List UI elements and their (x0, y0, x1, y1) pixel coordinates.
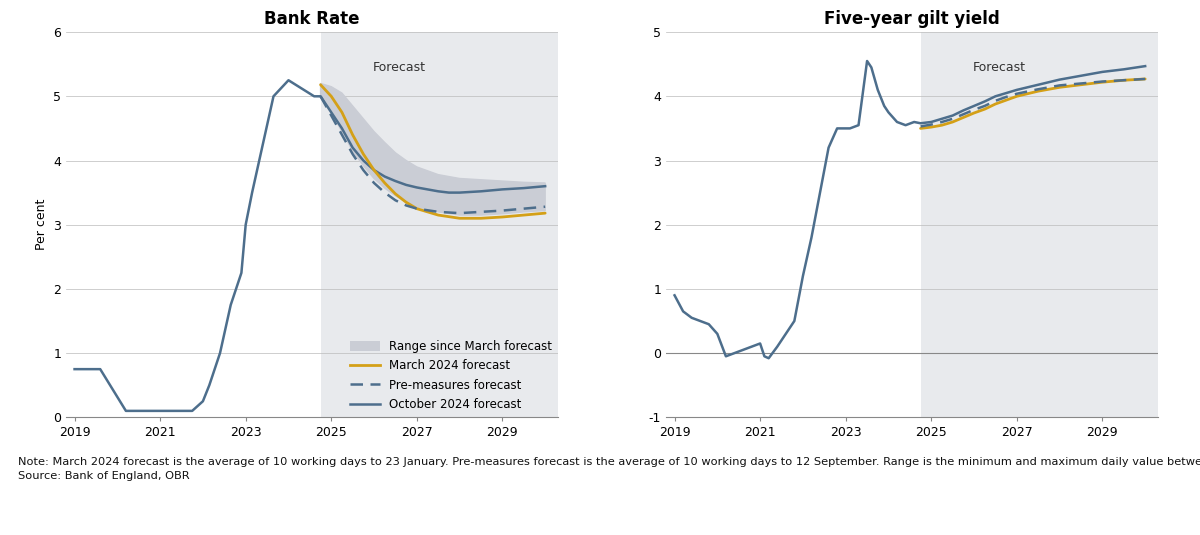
Text: Forecast: Forecast (373, 60, 426, 74)
Legend: Range since March forecast, March 2024 forecast, Pre-measures forecast, October : Range since March forecast, March 2024 f… (350, 340, 552, 411)
Y-axis label: Per cent: Per cent (35, 199, 48, 250)
Polygon shape (320, 83, 545, 215)
Text: Note: March 2024 forecast is the average of 10 working days to 23 January. Pre-m: Note: March 2024 forecast is the average… (18, 457, 1200, 480)
Title: Bank Rate: Bank Rate (264, 10, 360, 28)
Bar (320, 32, 601, 417)
Text: Forecast: Forecast (973, 60, 1026, 74)
Bar (920, 32, 1200, 417)
Title: Five-year gilt yield: Five-year gilt yield (824, 10, 1000, 28)
